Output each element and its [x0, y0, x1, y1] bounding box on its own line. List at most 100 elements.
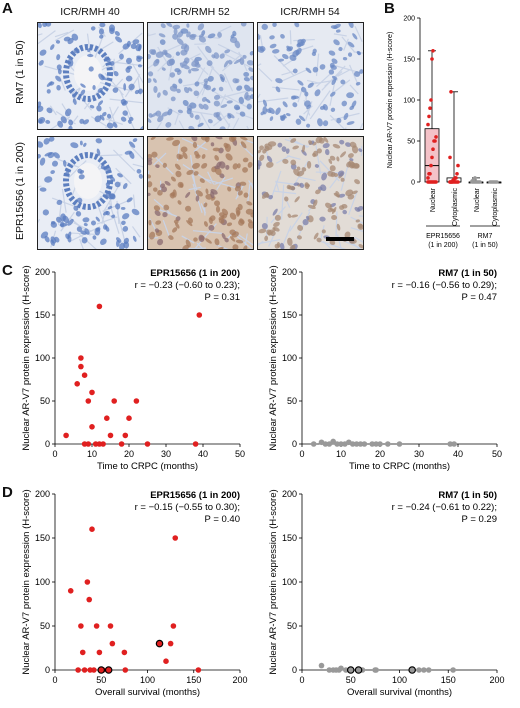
stat-r: r = −0.15 (−0.55 to 0.30);: [135, 502, 240, 513]
nucleus: [148, 157, 153, 162]
nucleus: [79, 118, 85, 124]
nucleus: [347, 153, 354, 158]
nucleus: [349, 105, 355, 110]
nucleus: [112, 87, 119, 93]
stroma-fiber: [116, 211, 126, 242]
nucleus: [148, 160, 153, 166]
nucleus: [109, 193, 116, 200]
nucleus: [224, 237, 229, 243]
box-point: [448, 155, 452, 160]
box-point: [454, 176, 458, 180]
box-point: [473, 176, 477, 180]
nucleus: [197, 122, 204, 127]
nucleus: [316, 148, 322, 154]
stroma-fiber: [164, 43, 183, 53]
nucleus: [234, 40, 241, 49]
nucleus: [164, 180, 171, 186]
nucleus: [277, 58, 285, 62]
stroma-fiber: [181, 235, 195, 244]
panel-letter-d: D: [2, 484, 13, 501]
stroma-fiber: [131, 63, 143, 84]
nucleus: [279, 242, 285, 249]
nucleus: [300, 38, 306, 44]
nucleus: [38, 141, 44, 148]
nucleus: [269, 43, 277, 49]
nucleus: [55, 75, 62, 82]
nucleus: [282, 53, 289, 60]
box-point: [434, 135, 438, 139]
nucleus: [148, 113, 153, 118]
nucleus: [203, 84, 209, 89]
nucleus: [53, 152, 60, 159]
nucleus: [195, 190, 203, 197]
nucleus: [94, 115, 102, 123]
box-point: [434, 180, 438, 184]
x-tick-label: 50: [492, 449, 502, 459]
nucleus: [335, 29, 341, 33]
stroma-fiber: [162, 220, 171, 239]
nucleus: [218, 218, 225, 224]
nucleus: [353, 71, 361, 77]
nucleus: [220, 76, 225, 83]
stroma-fiber: [359, 123, 363, 129]
nucleus: [70, 142, 79, 149]
data-point: [75, 667, 81, 673]
nucleus: [98, 28, 104, 35]
nucleus: [67, 235, 72, 243]
box-point: [429, 98, 433, 102]
nucleus: [319, 216, 326, 222]
nucleus: [188, 125, 195, 129]
micrograph-rm7-52: [147, 22, 254, 130]
stroma-fiber: [349, 64, 359, 86]
nucleus: [347, 194, 355, 200]
nucleus: [124, 150, 133, 155]
stroma-fiber: [316, 73, 331, 88]
nucleus: [261, 23, 268, 30]
nucleus: [347, 52, 353, 57]
data-point: [167, 640, 174, 647]
nucleus: [355, 81, 361, 86]
nucleus: [223, 60, 229, 68]
y-tick-label: 100: [403, 98, 415, 105]
nucleus: [153, 205, 161, 212]
nucleus: [154, 228, 160, 233]
data-point: [126, 415, 132, 421]
nucleus: [243, 245, 248, 249]
data-point: [377, 441, 383, 447]
stroma-fiber: [196, 67, 206, 84]
nucleus: [275, 107, 281, 115]
scatter-d-left: Nuclear AR-V7 protein expression (H-scor…: [21, 489, 248, 698]
data-point: [81, 667, 88, 673]
box-point: [478, 180, 482, 184]
nucleus: [354, 206, 361, 212]
micrograph-rm7-40: [37, 22, 144, 130]
data-point: [334, 441, 340, 447]
nucleus: [177, 200, 182, 205]
nucleus: [290, 159, 297, 166]
nucleus: [349, 158, 354, 162]
data-point: [373, 441, 379, 447]
nucleus: [60, 116, 67, 124]
chart-title: RM7 (1 in 50): [438, 268, 497, 279]
stroma-fiber: [350, 216, 363, 224]
x-tick-label: 50: [96, 675, 106, 685]
nucleus: [341, 100, 348, 107]
stroma-fiber: [226, 95, 251, 110]
nucleus: [188, 69, 192, 74]
stroma-fiber: [333, 33, 347, 37]
nucleus: [273, 226, 280, 232]
nucleus: [277, 142, 283, 148]
box-point: [426, 176, 430, 180]
nucleus: [174, 163, 181, 171]
nucleus: [51, 160, 59, 167]
x-tick-label: 40: [453, 449, 463, 459]
nucleus: [165, 122, 172, 128]
stroma-fiber: [49, 105, 57, 116]
nucleus: [233, 58, 242, 65]
nucleus: [56, 64, 62, 70]
nucleus: [115, 36, 123, 43]
nucleus: [203, 202, 208, 208]
nucleus: [298, 115, 306, 122]
nucleus: [269, 116, 274, 121]
stroma-fiber: [303, 105, 313, 115]
